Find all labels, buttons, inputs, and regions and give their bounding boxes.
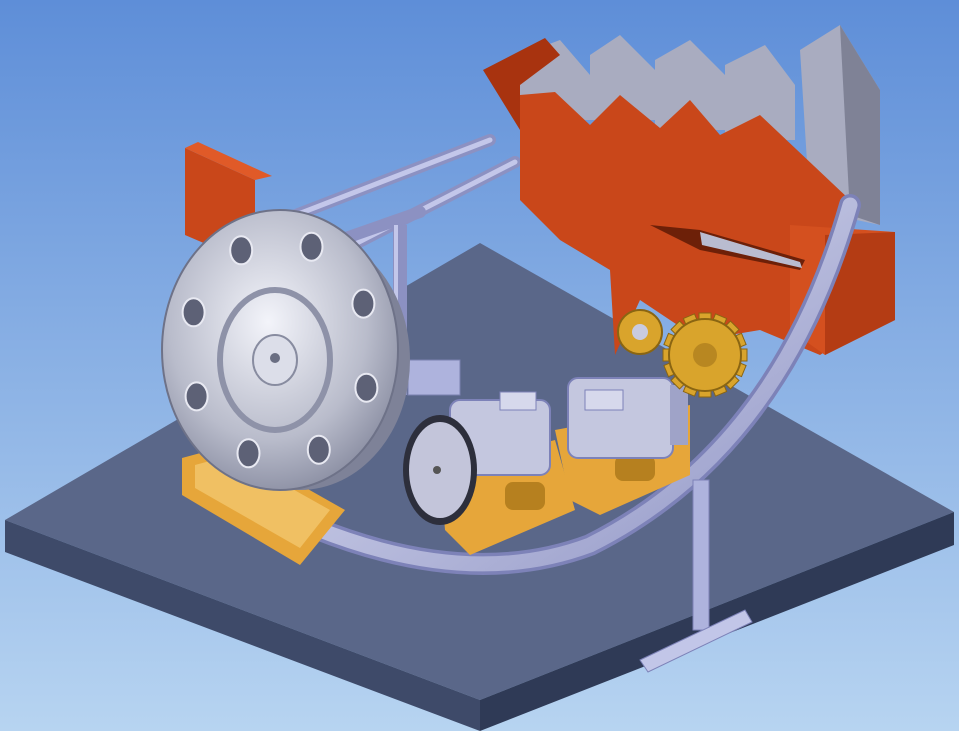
- flange-bolt-hole: [306, 434, 331, 465]
- motor-bracket-1-slot: [505, 482, 545, 510]
- rack-tooth-5-side: [840, 25, 880, 225]
- flange-bolt-holes: [181, 231, 379, 469]
- guide-rods[interactable]: [264, 134, 521, 396]
- guide-rod-upper-highlight: [267, 137, 493, 228]
- rack-tooth-3: [655, 40, 725, 130]
- cross-rod: [334, 206, 426, 246]
- rack-frame-left-face: [483, 38, 560, 130]
- left-bracket-inner: [195, 455, 330, 548]
- motor-2-endcap: [670, 385, 688, 445]
- rack-teeth: [520, 25, 880, 225]
- flange-bolt-hole: [229, 235, 254, 266]
- rack-frame[interactable]: [483, 25, 895, 355]
- flange-bolt-hole: [236, 438, 261, 469]
- rear-mount-plate-top: [185, 142, 272, 180]
- motor-2[interactable]: [567, 377, 688, 459]
- flange-disc[interactable]: [161, 209, 410, 491]
- flange-bolt-hole: [184, 381, 209, 412]
- motor-1-terminal: [499, 391, 537, 411]
- curved-tube[interactable]: [304, 194, 861, 575]
- motor-2-terminal: [584, 389, 624, 411]
- motor-1[interactable]: [403, 391, 551, 525]
- base-plate-left-side: [5, 520, 480, 731]
- large-gear-hub: [693, 343, 717, 367]
- small-gear[interactable]: [617, 309, 663, 355]
- rack-tooth-2: [590, 35, 655, 120]
- motor-bracket-2-slot: [615, 455, 655, 481]
- motor-1-shaft: [433, 466, 441, 474]
- rack-tooth-4: [725, 45, 795, 140]
- curved-tube-body: [307, 197, 858, 572]
- large-gear[interactable]: [662, 312, 748, 398]
- flange-bolt-hole: [181, 297, 206, 328]
- post-foot: [407, 359, 461, 396]
- tube-stand[interactable]: [639, 479, 753, 673]
- tube-stand-post: [692, 479, 710, 631]
- left-bracket[interactable]: [182, 445, 345, 565]
- flange-bolt-hole: [354, 372, 379, 403]
- flange-inner-ring: [217, 287, 333, 433]
- rack-frame-body: [520, 92, 850, 355]
- flange-bolt-hole: [299, 231, 324, 262]
- base-plate-right-side: [480, 512, 954, 731]
- flange-center-hole: [270, 353, 280, 363]
- tube-stand-foot: [639, 609, 753, 673]
- rack-frame-slot-rail: [700, 232, 802, 268]
- flange-bolt-hole: [351, 288, 376, 319]
- small-gear-hub: [632, 324, 648, 340]
